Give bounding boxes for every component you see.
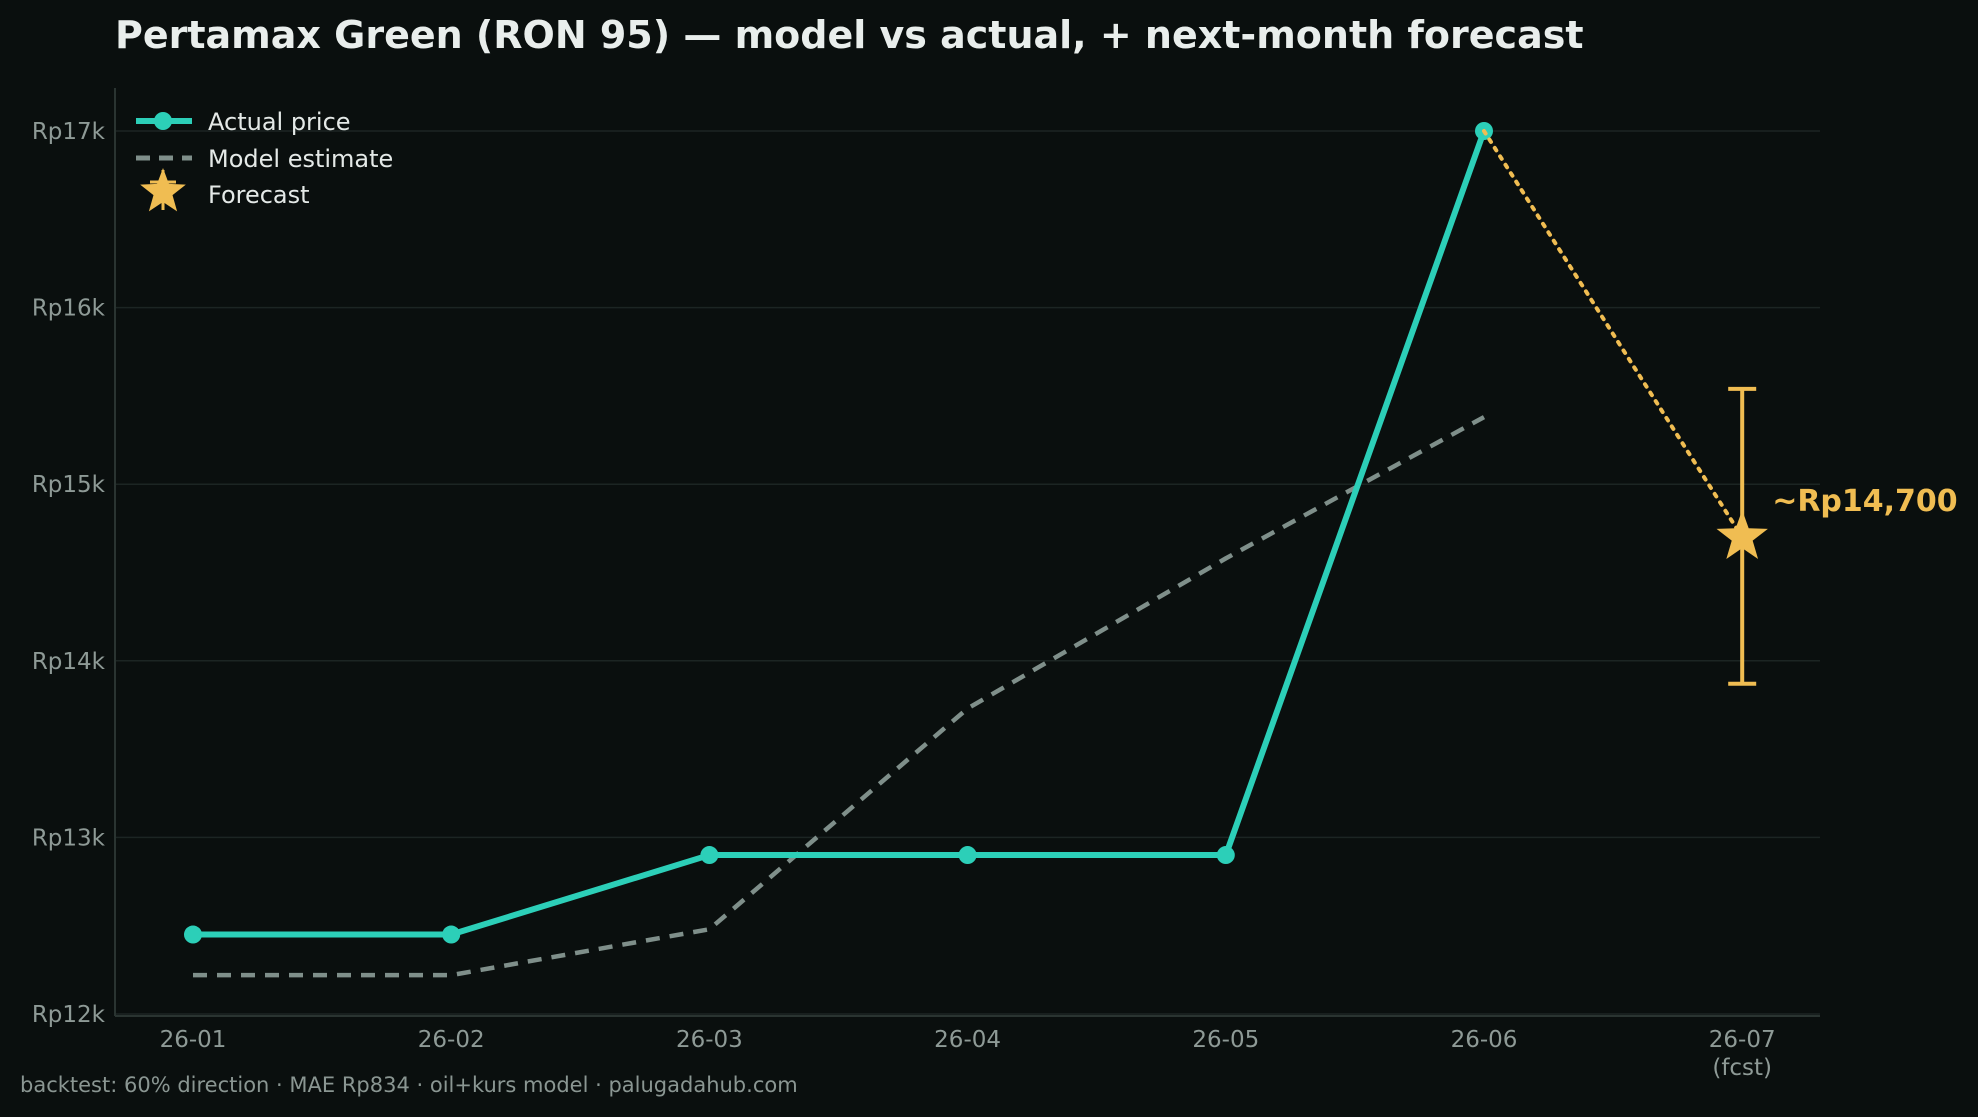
forecast-value-label: ~Rp14,700 — [1772, 484, 1957, 519]
legend-actual-label: Actual price — [208, 108, 351, 136]
actual-price-point — [958, 846, 977, 865]
actual-price-point — [1216, 846, 1235, 865]
x-tick-label: 26-04 — [934, 1027, 1001, 1053]
legend-model-label: Model estimate — [208, 145, 393, 173]
legend-forecast-label: Forecast — [208, 181, 310, 209]
actual-price-point — [184, 925, 202, 944]
model-estimate-line — [193, 415, 1486, 978]
y-tick-label: Rp12k — [32, 1002, 106, 1028]
y-tick-label: Rp13k — [32, 825, 106, 851]
x-tick-label: 26-03 — [676, 1027, 743, 1053]
legend-item-forecast: Forecast — [140, 168, 310, 212]
forecast-connector-line — [1482, 129, 1745, 540]
grid-lines — [115, 130, 1820, 1015]
x-tick-label: 26-01 — [160, 1027, 227, 1053]
y-tick-label: Rp14k — [32, 649, 106, 675]
actual-price-point — [700, 846, 719, 865]
forecast-star-marker — [1716, 510, 1768, 560]
y-tick-labels: Rp12k Rp13k Rp14k Rp15k Rp16k Rp17k — [32, 119, 106, 1028]
legend-item-actual: Actual price — [136, 108, 351, 136]
legend-forecast-star-icon — [140, 168, 186, 212]
x-tick-label: 26-02 — [418, 1027, 485, 1053]
axes — [114, 88, 1820, 1017]
actual-price-line — [193, 129, 1487, 938]
x-tick-labels: 26-01 26-02 26-03 26-04 26-05 26-06 26-07 (fcst… — [160, 1027, 1776, 1081]
x-tick-label: 26-05 — [1192, 1027, 1259, 1053]
y-tick-label: Rp17k — [32, 119, 106, 145]
actual-price-point — [442, 925, 461, 944]
footer-note: backtest: 60% direction · MAE Rp834 · oi… — [20, 1073, 798, 1097]
x-tick-label: 26-07 (fcst) — [1709, 1027, 1776, 1081]
model-estimate-series — [193, 415, 1486, 978]
x-tick-label: 26-06 — [1451, 1027, 1518, 1053]
actual-price-series — [184, 122, 1493, 944]
legend: Actual price Model estimate Forecast — [136, 108, 393, 212]
forecast-series: ~Rp14,700 — [1482, 129, 1958, 686]
legend-item-model: Model estimate — [136, 145, 393, 173]
y-tick-label: Rp15k — [32, 472, 106, 498]
legend-actual-marker — [154, 112, 172, 130]
y-tick-label: Rp16k — [32, 296, 106, 322]
chart-title: Pertamax Green (RON 95) — model vs actua… — [115, 13, 1584, 57]
